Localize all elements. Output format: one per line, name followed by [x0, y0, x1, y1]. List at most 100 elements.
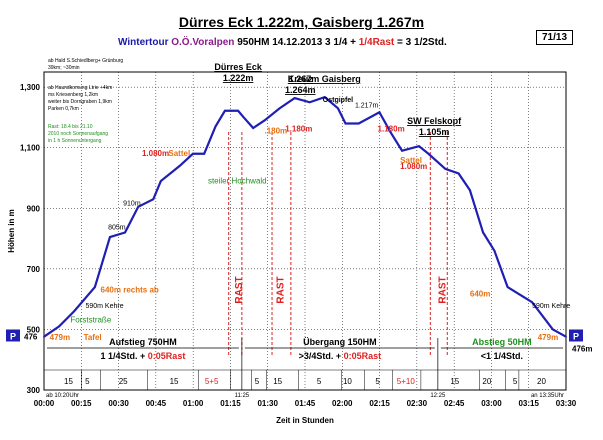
altitude-label: 1.217m: [355, 103, 379, 110]
parking-icon-right: [569, 329, 583, 342]
segment-duration: 15: [170, 377, 179, 386]
profile-point: [58, 325, 60, 328]
section-rest: 0:05Rast: [341, 351, 381, 361]
profile-point: [357, 122, 360, 125]
profile-point: [137, 205, 140, 208]
saddle-altitude: 1.180m: [378, 124, 405, 133]
profile-point: [551, 328, 554, 331]
profile-point: [252, 127, 255, 129]
y-axis-label: Höhen in m: [7, 209, 16, 253]
route-note: Parken 0,7km: [48, 106, 79, 112]
mid-time-right: 12:25: [430, 393, 446, 399]
peak-name: 1.267m Gaisberg: [289, 74, 361, 84]
segment-duration: 5: [513, 377, 518, 386]
profile-point: [214, 125, 217, 128]
waypoint-label: Tafel: [84, 333, 102, 342]
waypoint-label: 640m rechts ab: [101, 285, 159, 294]
y-tick-label: 1,100: [20, 144, 41, 153]
profile-point: [191, 152, 194, 155]
start-time: ab 10:20Uhr: [46, 393, 79, 399]
profile-point: [378, 111, 381, 114]
route-note: weiter bis Dorngraben 1,9km: [48, 99, 112, 105]
segment-duration: 5: [317, 377, 322, 386]
segment-duration: 20: [537, 377, 546, 386]
subtitle-region: O.Ö.Voralpen: [171, 37, 235, 48]
subtitle-tour-type: Wintertour: [118, 37, 169, 48]
x-tick-label: 01:15: [220, 399, 241, 408]
route-note: ms Kriesenberg 1,2km: [48, 92, 98, 98]
profile-point: [43, 335, 45, 338]
profile-point: [418, 145, 420, 148]
profile-point: [203, 152, 206, 155]
segment-duration: 10: [343, 377, 352, 386]
x-tick-label: 02:15: [369, 399, 390, 408]
x-tick-label: 02:00: [332, 399, 353, 408]
x-tick-label: 02:30: [407, 399, 428, 408]
section-title: Übergang 150HM: [303, 337, 377, 347]
altitude-label: 805m: [108, 224, 126, 231]
profile-point: [124, 231, 126, 234]
profile-point: [237, 109, 240, 112]
profile-point: [293, 97, 296, 99]
x-axis-label: Zeit in Stunden: [276, 416, 334, 425]
x-tick-label: 00:15: [71, 399, 92, 408]
profile-point: [93, 286, 96, 288]
altitude-label: 590m Kehre: [532, 303, 570, 310]
profile-point: [337, 107, 339, 110]
profile-point: [482, 231, 484, 234]
segment-duration: 5+5: [205, 377, 219, 386]
route-note: ab Haundkomung Ltrie +4km: [48, 85, 112, 91]
segment-duration: 5: [255, 377, 260, 386]
x-tick-label: 01:30: [257, 399, 278, 408]
profile-point: [457, 172, 460, 175]
segment-duration: 15: [64, 377, 73, 386]
y-tick-label: 1,300: [20, 83, 41, 92]
parking-icon-left: [6, 329, 20, 342]
summit-label: Ostgipfel: [323, 97, 353, 104]
rast-label: RAST: [275, 276, 286, 303]
chart-subtitle: Wintertour O.Ö.Voralpen 950HM 14.12.2013…: [118, 37, 447, 48]
profile-point: [178, 164, 181, 167]
profile-point: [73, 310, 76, 313]
profile-point: [427, 152, 430, 155]
profile-point: [444, 168, 447, 170]
profile-point: [493, 249, 496, 252]
section-title: Abstieg 50HM: [472, 337, 532, 347]
profile-point: [531, 301, 533, 304]
profile-point: [242, 116, 245, 119]
saddle-altitude: 1.080m: [142, 149, 169, 158]
x-tick-label: 02:45: [444, 399, 465, 408]
x-tick-label: 01:00: [183, 399, 204, 408]
waypoint-label: 479m: [50, 333, 70, 342]
peak-name: Kreuz: [288, 74, 314, 84]
sheet-number: 71/13: [536, 30, 574, 45]
x-tick-label: 03:15: [518, 399, 539, 408]
profile-point: [263, 119, 266, 122]
daylight-note: 2010 noch Sonnenaufgang: [48, 131, 108, 137]
section-rest: 0:05Rast: [145, 351, 185, 361]
subtitle-rest: 1/4Rast: [358, 37, 395, 48]
segment-duration: 5: [85, 377, 90, 386]
section-sub: <1 1/4Std.: [481, 351, 523, 361]
altitude-label: 590m Kehre: [85, 303, 123, 310]
peak-altitude: 1.222m: [223, 73, 254, 83]
rast-label: RAST: [234, 276, 245, 303]
profile-point: [278, 107, 281, 110]
x-tick-label: 01:45: [295, 399, 316, 408]
y-tick-label: 700: [27, 265, 41, 274]
waypoint-label: Sattel: [400, 156, 422, 165]
daylight-note: Rast: 18.4 bis 21.10: [48, 124, 93, 130]
section-title: Aufstieg 750HM: [109, 337, 177, 347]
waypoint-label: 479m: [538, 333, 558, 342]
profile-point: [109, 236, 111, 238]
segment-duration: 15: [450, 377, 459, 386]
waypoint-label: .180m: [264, 126, 287, 135]
profile-point: [344, 122, 347, 125]
x-tick-label: 03:00: [481, 399, 502, 408]
profile-point: [224, 109, 226, 112]
section-sub: >3/4Std. + 0:05Rast: [299, 351, 382, 361]
end-altitude: 476m: [572, 345, 592, 354]
profile-point: [401, 149, 403, 152]
chart-title: Dürres Eck 1.222m, Gaisberg 1.267m: [178, 14, 425, 30]
